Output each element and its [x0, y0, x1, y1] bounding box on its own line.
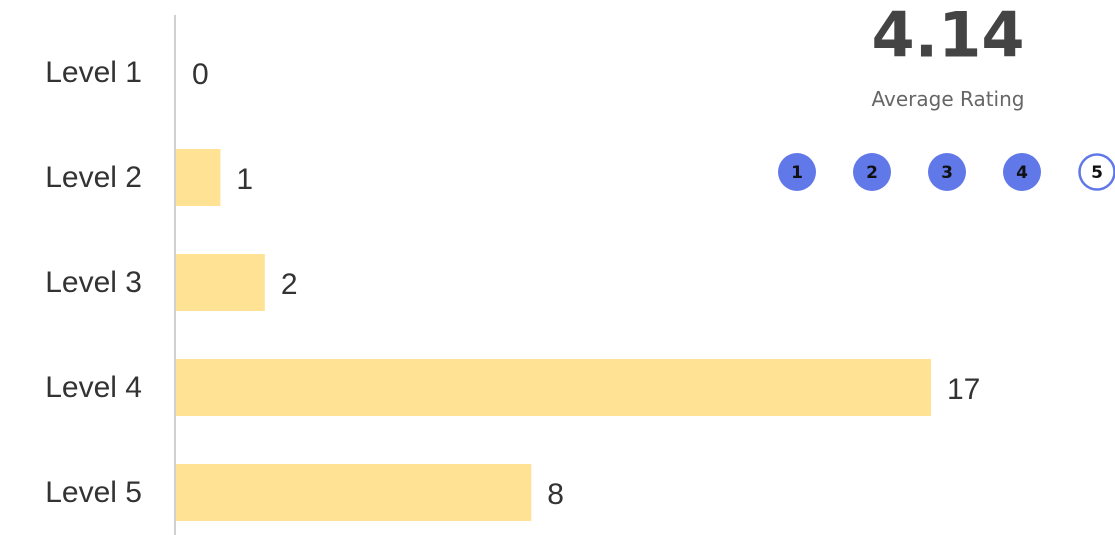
- rating-dot-label: 2: [866, 163, 878, 183]
- value-label: 17: [947, 373, 980, 406]
- category-label: Level 1: [45, 56, 142, 89]
- rating-dot: [778, 153, 816, 191]
- rating-dot-label: 4: [1016, 163, 1028, 183]
- average-value: 4.14: [872, 0, 1025, 72]
- rating-dot-label: 3: [941, 163, 953, 183]
- bar: [176, 254, 265, 311]
- average-label: Average Rating: [872, 87, 1025, 111]
- category-label: Level 3: [45, 266, 142, 299]
- category-label: Level 2: [45, 161, 142, 194]
- bar: [176, 359, 931, 416]
- category-label: Level 4: [45, 371, 142, 404]
- value-label: 2: [281, 268, 298, 301]
- value-label: 1: [236, 163, 253, 196]
- bar: [176, 464, 532, 521]
- bar: [176, 149, 221, 206]
- value-label: 8: [547, 478, 564, 511]
- value-label: 0: [192, 58, 209, 91]
- category-label: Level 5: [45, 476, 142, 509]
- rating-dot: [1003, 153, 1041, 191]
- rating-dot-label: 5: [1091, 163, 1103, 183]
- rating-dot: [853, 153, 891, 191]
- rating-dot-label: 1: [791, 163, 803, 183]
- rating-dot: [928, 153, 966, 191]
